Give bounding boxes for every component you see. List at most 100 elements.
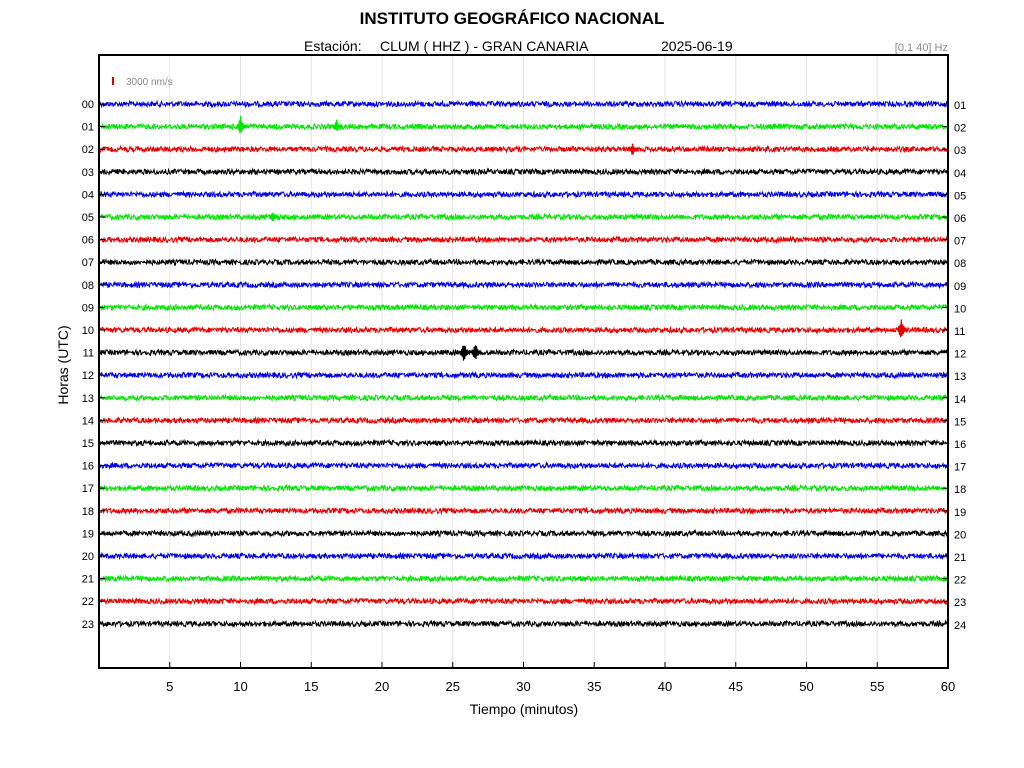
hour-label-right: 22	[954, 575, 966, 587]
hour-label-right: 18	[954, 484, 966, 496]
hour-label-left: 14	[82, 415, 94, 427]
hour-label-left: 18	[82, 506, 94, 518]
x-tick-label: 45	[729, 679, 743, 694]
hour-label-left: 12	[82, 370, 94, 382]
x-tick-label: 50	[799, 679, 813, 694]
hour-label-right: 15	[954, 416, 966, 428]
hour-label-left: 20	[82, 551, 94, 563]
hour-label-right: 04	[954, 168, 966, 180]
station-label: Estación:	[304, 38, 362, 54]
hour-label-left: 03	[82, 167, 94, 179]
hour-label-right: 09	[954, 281, 966, 293]
label-layer: 5 10 15 20 25 30 35 40 45 50 55 60 00 01 01 02 02 03 03 04 0…	[82, 99, 967, 694]
trace-hour-15	[99, 438, 948, 448]
x-axis-title: Tiempo (minutos)	[470, 701, 578, 717]
seismic-event	[628, 143, 639, 155]
x-tick-label: 35	[587, 679, 601, 694]
hour-label-left: 11	[83, 348, 94, 360]
x-tick-label: 40	[658, 679, 672, 694]
x-tick-label: 10	[233, 679, 247, 694]
hour-label-right: 23	[954, 597, 966, 609]
x-tick-label: 25	[446, 679, 460, 694]
hour-label-right: 05	[954, 190, 966, 202]
tick-layer	[99, 103, 949, 668]
hour-label-left: 17	[82, 483, 94, 495]
x-tick-label: 30	[516, 679, 530, 694]
hour-label-left: 09	[82, 302, 94, 314]
trace-hour-12	[99, 370, 948, 380]
record-date: 2025-06-19	[661, 38, 733, 54]
trace-hour-22	[99, 596, 948, 606]
scale-bar-label: 3000 nm/s	[126, 77, 173, 88]
hour-label-right: 16	[954, 439, 966, 451]
trace-hour-20	[99, 551, 948, 561]
hour-label-right: 13	[954, 371, 966, 383]
trace-hour-09	[99, 302, 948, 312]
trace-hour-17	[99, 483, 948, 493]
hour-label-left: 02	[82, 144, 94, 156]
hour-label-right: 03	[954, 145, 966, 157]
trace-hour-05	[99, 212, 948, 222]
filter-band: [0.1 40] Hz	[894, 42, 948, 54]
hour-label-left: 07	[82, 257, 94, 269]
hour-label-right: 20	[954, 529, 966, 541]
hour-label-right: 14	[954, 394, 966, 406]
x-tick-label: 5	[166, 679, 173, 694]
hour-label-right: 10	[954, 303, 966, 315]
station-name: CLUM ( HHZ ) - GRAN CANARIA	[380, 38, 589, 54]
hour-label-left: 05	[82, 212, 94, 224]
trace-hour-06	[99, 235, 948, 245]
x-tick-label: 20	[375, 679, 389, 694]
seismic-event	[897, 319, 908, 338]
trace-hour-08	[99, 280, 948, 290]
trace-hour-23	[99, 619, 948, 629]
hour-label-left: 23	[82, 619, 94, 631]
trace-hour-11	[99, 348, 948, 358]
hour-label-right: 19	[954, 507, 966, 519]
hour-label-right: 07	[954, 236, 966, 248]
hour-label-right: 06	[954, 213, 966, 225]
hour-label-right: 11	[954, 326, 965, 338]
hour-label-left: 19	[82, 528, 94, 540]
trace-hour-03	[99, 167, 948, 177]
trace-layer	[99, 99, 948, 629]
x-tick-label: 15	[304, 679, 318, 694]
hour-label-left: 00	[82, 99, 94, 111]
trace-hour-10	[99, 325, 948, 335]
seismic-event	[459, 345, 471, 361]
trace-hour-00	[99, 99, 948, 109]
trace-hour-07	[99, 257, 948, 267]
seismic-event	[332, 119, 344, 132]
trace-hour-16	[99, 461, 948, 471]
hour-label-right: 17	[954, 462, 966, 474]
hour-label-right: 21	[954, 552, 966, 564]
hour-label-right: 12	[954, 349, 966, 361]
hour-label-right: 24	[954, 620, 966, 632]
trace-hour-21	[99, 574, 948, 584]
hour-label-left: 06	[82, 235, 94, 247]
trace-hour-02	[99, 144, 948, 154]
x-tick-label: 60	[941, 679, 955, 694]
hour-label-right: 02	[954, 123, 966, 135]
hour-label-left: 15	[82, 438, 94, 450]
hour-label-right: 01	[954, 100, 966, 112]
hour-label-left: 22	[82, 596, 94, 608]
grid-layer	[169, 55, 878, 668]
trace-hour-13	[99, 393, 948, 403]
y-axis-title: Horas (UTC)	[55, 325, 71, 404]
hour-label-left: 13	[82, 393, 94, 405]
chart-title: INSTITUTO GEOGRÁFICO NACIONAL	[359, 9, 665, 28]
hour-label-left: 04	[82, 189, 94, 201]
seismic-event	[236, 115, 248, 134]
trace-hour-14	[99, 415, 948, 425]
hour-label-left: 10	[82, 325, 94, 337]
hour-label-left: 01	[82, 122, 94, 134]
seismic-event	[471, 345, 482, 360]
trace-hour-04	[99, 189, 948, 199]
trace-hour-19	[99, 529, 948, 538]
hour-label-left: 08	[82, 280, 94, 292]
hour-label-left: 16	[82, 461, 94, 473]
x-tick-label: 55	[870, 679, 884, 694]
trace-hour-18	[99, 506, 948, 516]
